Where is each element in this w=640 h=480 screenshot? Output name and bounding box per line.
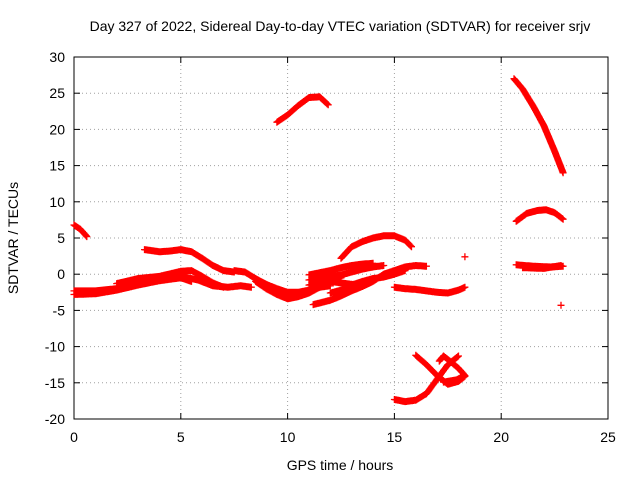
y-axis-label: SDTVAR / TECUs — [5, 182, 21, 294]
data-series-track-1 — [70, 221, 91, 241]
y-tick-label: 15 — [49, 158, 65, 174]
chart-title: Day 327 of 2022, Sidereal Day-to-day VTE… — [90, 18, 591, 34]
data-point-markers — [435, 352, 469, 386]
grid — [74, 57, 608, 419]
data-series-track-13 — [305, 259, 377, 279]
data-series-track-16 — [461, 253, 469, 261]
data-point-markers — [305, 277, 366, 290]
y-tick-label: -15 — [45, 375, 65, 391]
data-series-track-14 — [337, 232, 415, 262]
data-series-track-21 — [512, 206, 567, 225]
data-points — [70, 75, 567, 406]
data-point-markers — [510, 75, 567, 177]
y-tick-label: -10 — [45, 339, 65, 355]
y-tick-label: 30 — [49, 49, 65, 65]
x-tick-label: 15 — [387, 429, 403, 445]
data-series-track-10 — [305, 262, 388, 284]
x-axis-label: GPS time / hours — [287, 457, 394, 473]
data-point-markers — [461, 253, 469, 261]
x-tick-label: 5 — [177, 429, 185, 445]
y-tick-label: 20 — [49, 121, 65, 137]
x-tick-label: 0 — [70, 429, 78, 445]
data-point-markers — [337, 232, 415, 262]
data-series-track-3 — [70, 274, 195, 298]
data-point-markers — [557, 301, 565, 309]
x-tick-label: 20 — [493, 429, 509, 445]
data-series-track-24 — [557, 301, 565, 309]
data-point-markers — [305, 259, 377, 279]
data-series-track-19 — [435, 352, 469, 386]
data-point-markers — [70, 274, 195, 298]
data-series-track-8 — [273, 93, 332, 126]
y-tick-label: 10 — [49, 194, 65, 210]
y-tick-label: -20 — [45, 411, 65, 427]
data-point-markers — [70, 221, 91, 241]
x-tick-label: 25 — [600, 429, 616, 445]
data-series-track-23 — [519, 262, 565, 272]
data-series-track-15 — [390, 283, 469, 297]
data-series-track-12 — [305, 277, 366, 290]
data-point-markers — [512, 206, 567, 225]
y-tick-label: 5 — [57, 230, 65, 246]
data-point-markers — [273, 93, 332, 126]
y-tick-label: 0 — [57, 266, 65, 282]
data-series-track-4 — [113, 267, 227, 291]
data-point-markers — [305, 262, 388, 284]
data-series-track-5 — [141, 246, 238, 276]
data-series-track-20 — [510, 75, 567, 177]
data-point-markers — [519, 262, 565, 272]
axis-ticks: 0 5 10 15 20 25 -20 -15 -10 -5 0 5 10 15 20 25 30 — [45, 49, 616, 445]
data-point-markers — [390, 283, 469, 297]
data-point-markers — [141, 246, 238, 276]
y-tick-label: -5 — [53, 302, 66, 318]
y-tick-label: 25 — [49, 85, 65, 101]
x-tick-label: 10 — [280, 429, 296, 445]
data-point-markers — [113, 267, 227, 291]
